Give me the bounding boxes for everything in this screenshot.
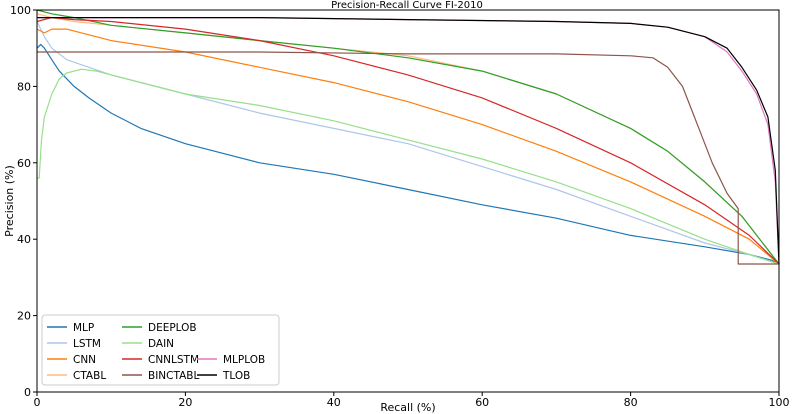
legend-box	[41, 314, 280, 386]
x-tick-label: 80	[624, 396, 638, 409]
y-tick-label: 20	[17, 310, 31, 323]
legend-label-dain: DAIN	[148, 338, 174, 350]
series-line-lstm	[36, 21, 780, 265]
series-line-tlob	[37, 17, 780, 265]
y-tick-label: 60	[17, 157, 31, 170]
x-tick-label: 60	[475, 396, 489, 409]
y-tick-label: 80	[17, 80, 31, 93]
legend-label-binctabl: BINCTABL	[148, 370, 199, 382]
x-axis-ticks: 0 20 40 60 80 100	[34, 392, 790, 409]
series-line-mlplob	[37, 17, 780, 265]
chart-title: Precision-Recall Curve FI-2010	[331, 0, 483, 11]
y-tick-label: 100	[10, 4, 31, 17]
x-tick-label: 0	[34, 396, 41, 409]
series-line-binctabl	[37, 51, 779, 265]
x-axis-label: Recall (%)	[380, 401, 435, 414]
legend-label-lstm: LSTM	[73, 338, 101, 350]
series-line-cnnlstm	[36, 17, 780, 265]
series-line-ctabl	[36, 13, 780, 265]
legend-label-mlp: MLP	[73, 322, 94, 334]
y-axis-label: Precision (%)	[3, 165, 16, 237]
legend-label-ctabl: CTABL	[73, 370, 106, 382]
plot-frame	[36, 9, 780, 393]
legend-label-mlplob: MLPLOB	[223, 354, 265, 366]
legend: MLP LSTM CNN CTABL DEEPLOB DAIN CNNLSTM BINCTAB…	[41, 314, 280, 386]
x-tick-label: 100	[769, 396, 790, 409]
series-line-cnn	[36, 28, 780, 265]
y-axis-ticks: 0 20 40 60 80 100	[10, 4, 37, 399]
legend-label-cnnlstm: CNNLSTM	[148, 354, 199, 366]
y-tick-label: 40	[17, 233, 31, 246]
series-layer	[36, 9, 780, 265]
legend-label-tlob: TLOB	[222, 370, 250, 382]
series-line-mlp	[36, 43, 780, 265]
series-line-dain	[37, 68, 780, 265]
x-tick-label: 40	[327, 396, 341, 409]
legend-label-cnn: CNN	[73, 354, 96, 366]
x-tick-label: 20	[178, 396, 192, 409]
series-line-deeplob	[36, 9, 780, 265]
legend-label-deeplob: DEEPLOB	[148, 322, 197, 334]
y-tick-label: 0	[24, 386, 31, 399]
